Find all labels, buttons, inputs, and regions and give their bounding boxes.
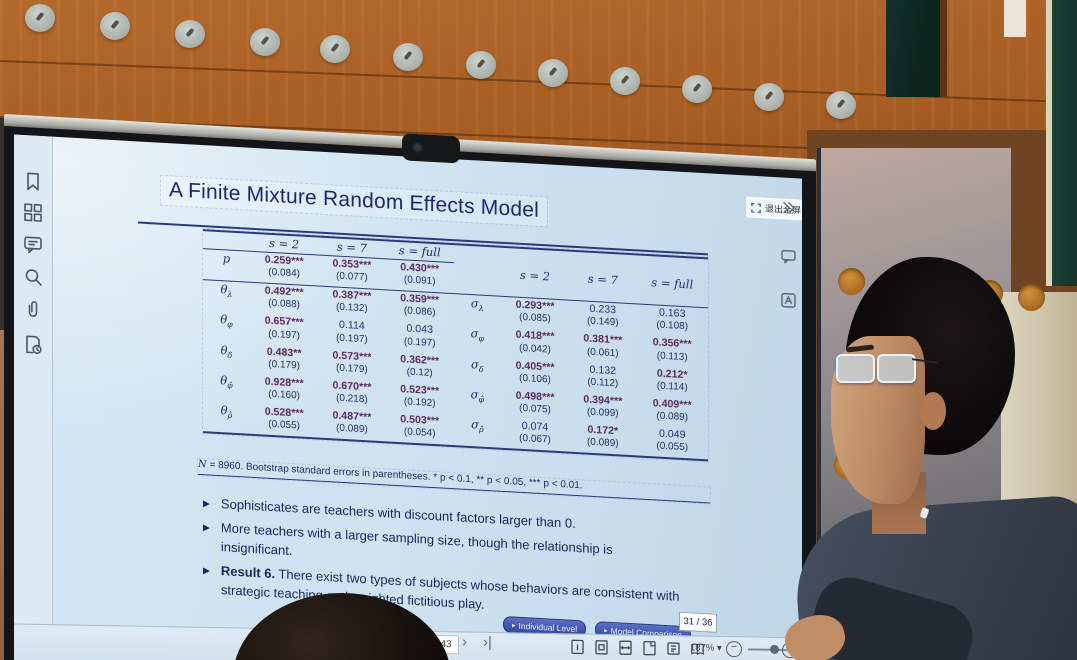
wall-niche: [886, 0, 947, 97]
wall-disc: [538, 59, 568, 87]
panel-hole: [834, 452, 861, 479]
single-page-icon[interactable]: [642, 640, 657, 657]
wall-disc: [393, 43, 423, 71]
table-footnote: N = 8960. Bootstrap standard errors in p…: [197, 456, 711, 507]
pdf-app-display: 退出全屏 A Finite Mixture Random Effects Mod…: [14, 134, 802, 660]
wall-disc: [320, 35, 350, 63]
fit-width-icon[interactable]: [618, 639, 633, 656]
zoom-slider-knob[interactable]: [770, 644, 779, 654]
wall-disc: [682, 75, 712, 103]
cream-cabinet: [1001, 292, 1077, 660]
smartboard-screen: 退出全屏 A Finite Mixture Random Effects Mod…: [4, 114, 816, 660]
wall-disc: [250, 28, 280, 56]
wall-disc: [466, 51, 496, 79]
screen-bezel: 退出全屏 A Finite Mixture Random Effects Mod…: [4, 126, 816, 660]
wall-disc: [175, 20, 205, 48]
green-column: [1046, 0, 1077, 286]
panel-hole: [828, 548, 855, 575]
triangle-icon: ▸: [512, 621, 516, 630]
webcam-lens-icon: [412, 141, 423, 154]
panel-hole: [838, 268, 865, 295]
wall-trim: [1004, 0, 1026, 37]
comment-bubble-icon[interactable]: [780, 247, 797, 265]
grid-icon[interactable]: [22, 201, 44, 224]
panel-hole: [884, 272, 911, 299]
zoom-out-icon[interactable]: −: [726, 641, 742, 658]
zoom-level-dropdown[interactable]: 187% ▾: [690, 642, 722, 654]
recent-doc-icon[interactable]: [22, 333, 44, 356]
book-view-icon[interactable]: [690, 640, 705, 657]
webcam: [402, 133, 460, 164]
bullet-triangle-icon: ▶: [203, 498, 210, 509]
panel-hole: [930, 276, 957, 303]
bullet-triangle-icon: ▶: [203, 522, 210, 533]
slide-page-indicator: 31 / 36: [679, 611, 717, 633]
collapse-handle-icon[interactable]: [780, 199, 797, 217]
bullet-triangle-icon: ▶: [203, 565, 210, 576]
next-page-icon[interactable]: ›: [462, 633, 467, 651]
wall-disc: [610, 67, 640, 95]
paperclip-icon[interactable]: [22, 297, 44, 320]
panel-hole: [1018, 284, 1045, 311]
wall-disc: [826, 91, 856, 119]
double-page-icon[interactable]: [666, 640, 681, 657]
search-icon[interactable]: [22, 265, 44, 288]
translate-icon[interactable]: [780, 291, 797, 309]
actual-size-icon[interactable]: [570, 638, 585, 655]
panel-hole: [836, 366, 863, 393]
slide-title: A Finite Mixture Random Effects Model: [160, 174, 548, 229]
wall-disc: [100, 12, 130, 40]
comment-icon[interactable]: [22, 233, 44, 256]
fit-page-icon[interactable]: [594, 639, 609, 656]
view-mode-icons: [570, 638, 705, 657]
exit-fullscreen-button[interactable]: 退出全屏: [745, 195, 802, 222]
wall-disc: [754, 83, 784, 111]
fullscreen-arrows-icon: [751, 202, 761, 213]
wall-disc: [25, 4, 55, 32]
panel-hole: [976, 280, 1003, 307]
last-page-icon[interactable]: ›|: [483, 633, 492, 651]
pdf-toolbar: 31 / 43 › ›| 187% ▾ −: [14, 623, 802, 660]
bookmark-icon[interactable]: [22, 170, 44, 193]
